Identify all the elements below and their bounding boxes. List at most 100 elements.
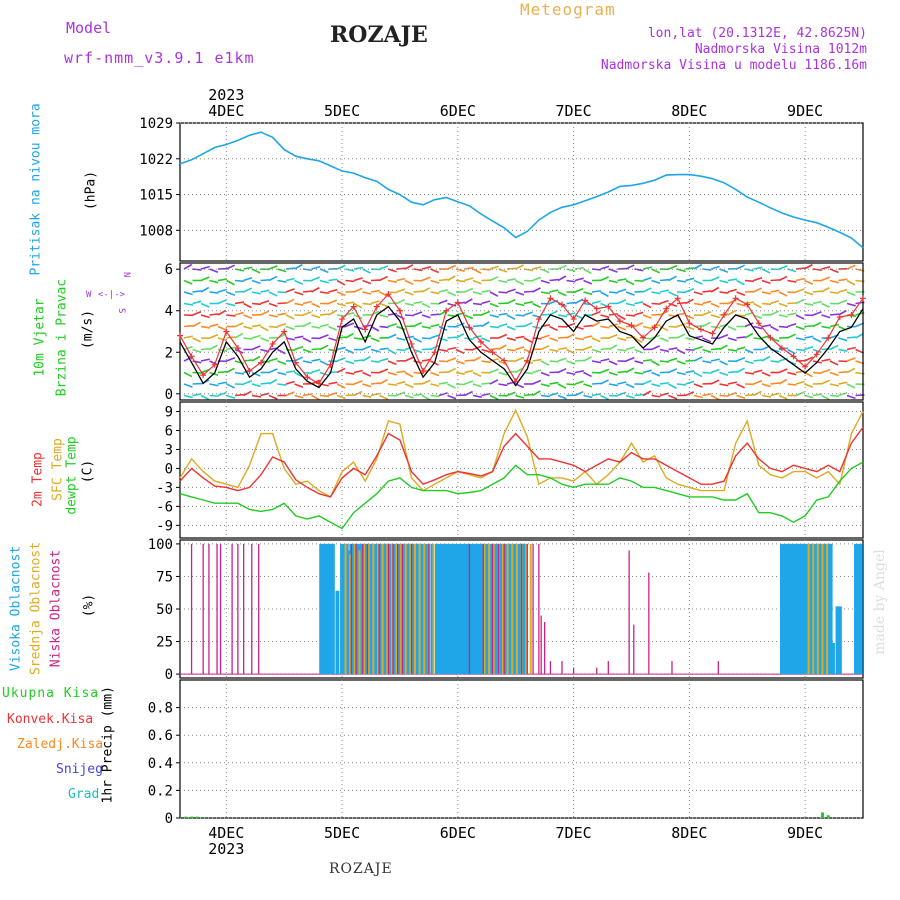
high-cloud-bar <box>474 543 479 675</box>
high-cloud-bar <box>381 543 386 675</box>
wind-arrow <box>523 311 533 316</box>
high-cloud-bar <box>516 543 521 675</box>
wind-arrow <box>787 322 797 328</box>
wind-arrow <box>821 368 831 374</box>
wind-arrow <box>693 302 704 306</box>
mid-cloud-bar <box>418 543 421 675</box>
high-cloud-bar <box>472 543 477 675</box>
wind-arrow <box>294 345 304 351</box>
wind-arrow <box>285 391 295 397</box>
wind-arrow <box>455 383 466 386</box>
wind-arrow <box>506 370 517 374</box>
wind-panel: 0 2 4 6 <box>165 262 866 403</box>
wind-arrow <box>812 393 823 397</box>
wind-gust-marker <box>605 303 612 310</box>
wind-arrow <box>455 348 465 355</box>
wind-gust-marker <box>281 328 288 335</box>
wind-arrow <box>583 383 593 388</box>
wind-arrow <box>523 290 534 293</box>
wind-arrow <box>200 286 210 293</box>
wind-arrow <box>710 368 720 374</box>
wind-arrow <box>761 371 771 377</box>
wind-arrow <box>285 298 295 305</box>
wind-arrow <box>251 268 261 274</box>
wind-arrow <box>217 288 227 293</box>
mid-cloud-bar <box>501 543 504 675</box>
wind-arrow <box>736 336 746 339</box>
precip-label-frz: Zaledj.Kisa <box>17 737 104 752</box>
wind-arrow <box>362 355 371 362</box>
wind-arrow <box>515 367 524 374</box>
wind-arrow <box>736 302 746 307</box>
wind-arrow <box>396 337 406 341</box>
top-year-label: 2023 <box>208 86 244 104</box>
wind-arrow <box>753 380 763 385</box>
wind-arrow <box>362 394 372 398</box>
wind-arrow <box>183 291 193 296</box>
wind-arrow <box>574 380 584 385</box>
wind-arrow <box>608 383 619 387</box>
wind-arrow <box>472 302 483 306</box>
wind-arrow <box>447 383 456 389</box>
wind-arrow <box>506 325 516 331</box>
wind-arrow <box>251 383 261 388</box>
wind-arrow <box>294 383 304 388</box>
wind-arrow <box>260 279 270 282</box>
wind-arrow <box>226 394 236 400</box>
wind-arrow <box>489 379 499 385</box>
wind-arrow <box>710 347 721 351</box>
wind-arrow <box>532 390 541 397</box>
wind-arrow <box>702 360 712 364</box>
wind-arrow <box>277 302 287 305</box>
wind-arrow <box>566 301 576 305</box>
wind-arrow <box>379 302 389 308</box>
wind-arrow <box>345 322 355 328</box>
wind-arrow <box>285 370 296 374</box>
wind-arrow <box>472 371 482 378</box>
wind-arrow <box>685 370 695 374</box>
wind-arrow <box>532 379 542 385</box>
wind-arrow <box>277 322 287 328</box>
high-cloud-bar <box>441 543 446 675</box>
y-tick-label: 25 <box>156 635 173 651</box>
wind-arrow <box>404 302 414 307</box>
wind-arrow <box>693 263 703 270</box>
wind-arrow <box>183 394 193 399</box>
wind-arrow <box>430 313 440 316</box>
wind-arrow <box>515 394 525 399</box>
wind-arrow <box>498 383 508 387</box>
wind-arrow <box>574 287 584 293</box>
wind-arrow <box>549 310 558 316</box>
top-day-label: 4DEC <box>208 102 244 120</box>
wind-arrow <box>370 289 381 293</box>
wind-arrow <box>668 275 677 282</box>
wind-arrow <box>676 268 686 273</box>
high-cloud-bar <box>858 543 863 675</box>
low-cloud-bar <box>258 543 260 675</box>
high-cloud-bar <box>499 543 504 675</box>
mid-cloud-bar <box>358 550 361 675</box>
high-cloud-bar <box>798 543 803 675</box>
wind-arrow <box>421 287 431 293</box>
wind-arrow <box>447 367 456 374</box>
low-cloud-bar <box>503 543 505 675</box>
high-cloud-bar <box>439 543 444 675</box>
wind-arrow <box>362 291 372 295</box>
wind-arrow <box>200 314 210 319</box>
wind-arrow <box>736 367 745 374</box>
high-cloud-bar <box>483 543 488 675</box>
wind-arrow <box>583 335 593 339</box>
high-cloud-bar <box>421 543 426 675</box>
wind-arrow <box>421 302 431 309</box>
wind-arrow <box>676 279 687 283</box>
wind-arrow <box>226 264 235 270</box>
wind-arrow <box>472 394 482 399</box>
precip-bar <box>190 816 194 818</box>
y-tick-label: 50 <box>156 602 173 618</box>
y-tick-label: 6 <box>165 262 173 278</box>
wind-arrow <box>438 360 449 363</box>
wind-arrow <box>387 348 397 355</box>
wind-arrow <box>481 310 491 316</box>
wind-arrow <box>336 357 346 362</box>
wind-arrow <box>243 302 252 309</box>
